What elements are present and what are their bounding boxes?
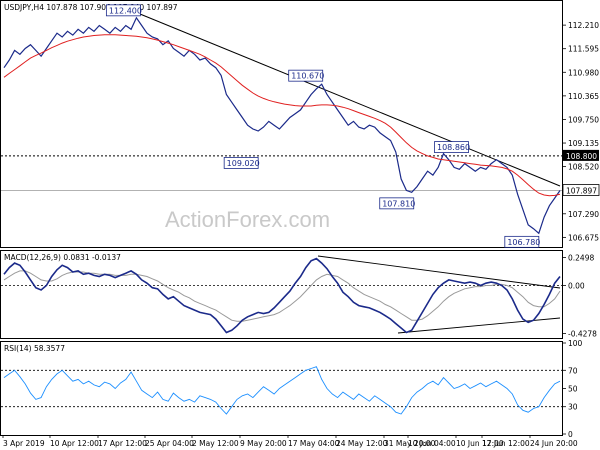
price-y-tick-label: 109.135 <box>568 139 599 148</box>
moving-average-line <box>3 34 561 197</box>
annotation-box: 106.780 <box>504 235 540 248</box>
rsi-y-tick-label: 70 <box>568 366 578 375</box>
annotation-box-bg <box>288 69 324 82</box>
svg-text:108.800: 108.800 <box>566 152 597 161</box>
annotation-box: 108.860 <box>434 141 470 153</box>
price-y-axis: 112.210 111.595 110.980 110.365 109.750 109.1… <box>562 21 599 242</box>
price-y-tick-label: 110.980 <box>568 68 599 77</box>
current-price-tag: 107.897 <box>562 184 600 196</box>
watermark: ActionForex.com <box>165 207 330 232</box>
price-panel-frame <box>0 0 563 248</box>
macd-y-tick-label: 0.2498 <box>568 254 594 263</box>
annotation-box: 109.020 <box>223 157 260 169</box>
annotation-box-bg <box>223 157 259 169</box>
annotation-box: 112.400 <box>105 4 142 17</box>
x-tick-label: 10 Apr 12:00 <box>50 439 99 448</box>
x-tick-label: 31 May 20:00 <box>384 439 436 448</box>
x-tick-label: 9 May 20:00 <box>240 439 287 448</box>
price-y-tick-label: 109.750 <box>568 115 599 124</box>
price-y-tick-label: 112.210 <box>568 21 599 30</box>
price-trendline <box>139 13 561 187</box>
macd-signal-line <box>3 270 561 322</box>
macd-y-axis: 0.2498 0.00 -0.4278 <box>562 254 597 338</box>
rsi-y-tick-label: 30 <box>568 403 578 412</box>
annotation-label: 107.810 <box>382 199 415 208</box>
rsi-label: RSI(14) 58.3577 <box>4 344 65 353</box>
annotation-box: 110.670 <box>288 69 324 82</box>
level-price-tag: 108.800 <box>563 149 599 161</box>
x-tick-label: 17 Jun 12:00 <box>482 439 530 448</box>
macd-line <box>3 257 561 334</box>
macd-lower-trendline <box>397 317 561 334</box>
price-y-tick-label: 106.675 <box>568 233 599 242</box>
annotation-label: 108.860 <box>437 143 470 152</box>
rsi-panel-frame <box>0 341 563 436</box>
x-tick-label: 17 Apr 12:00 <box>98 439 147 448</box>
x-tick-label: 24 Jun 20:00 <box>530 439 578 448</box>
macd-panel-frame <box>0 250 563 339</box>
svg-text:107.897: 107.897 <box>566 187 597 196</box>
instrument-header: USDJPY,H4 107.878 107.906 107.840 107.89… <box>4 3 178 12</box>
annotation-box-bg <box>434 141 469 153</box>
macd-upper-trendline <box>317 255 561 289</box>
price-y-tick-label: 108.520 <box>568 163 599 172</box>
annotation-label: 106.780 <box>507 238 540 247</box>
x-tick-label: 10 Jun 04:00 <box>408 439 456 448</box>
x-tick-label: 3 Apr 2019 <box>3 439 45 448</box>
macd-label: MACD(12,26,9) 0.0831 -0.0137 <box>4 253 121 262</box>
rsi-y-tick-label: 50 <box>568 385 578 394</box>
annotation-box-bg <box>504 235 540 248</box>
annotation-label: 109.020 <box>227 159 260 168</box>
x-tick-label: 24 May 12:00 <box>336 439 388 448</box>
annotation-box-bg <box>105 4 141 17</box>
macd-y-tick-label: 0.00 <box>568 281 585 290</box>
price-annotations: 112.400 110.670 109.020 108.860 107.810 106.7… <box>105 4 540 248</box>
x-tick-label: 17 May 04:00 <box>288 439 340 448</box>
annotation-label: 112.400 <box>109 6 142 15</box>
rsi-line <box>3 366 561 415</box>
x-tick-label: 2 May 12:00 <box>192 439 239 448</box>
price-y-tick-label: 107.290 <box>568 210 599 219</box>
price-series-line <box>3 16 561 235</box>
rsi-y-tick-label: 0 <box>568 430 573 439</box>
rsi-y-tick-label: 100 <box>568 339 583 348</box>
annotation-box: 107.810 <box>379 197 415 210</box>
macd-y-tick-label: -0.4278 <box>568 329 597 338</box>
x-tick-label: 25 Apr 04:00 <box>145 439 194 448</box>
rsi-y-axis: 100 70 50 30 0 <box>562 339 583 439</box>
price-y-tick-label: 111.595 <box>568 45 599 54</box>
annotation-label: 110.670 <box>291 72 324 81</box>
price-y-tick-label: 110.365 <box>568 92 599 101</box>
annotation-box-bg <box>379 197 415 210</box>
x-tick-label: 10 Jun 12:00 <box>456 439 504 448</box>
